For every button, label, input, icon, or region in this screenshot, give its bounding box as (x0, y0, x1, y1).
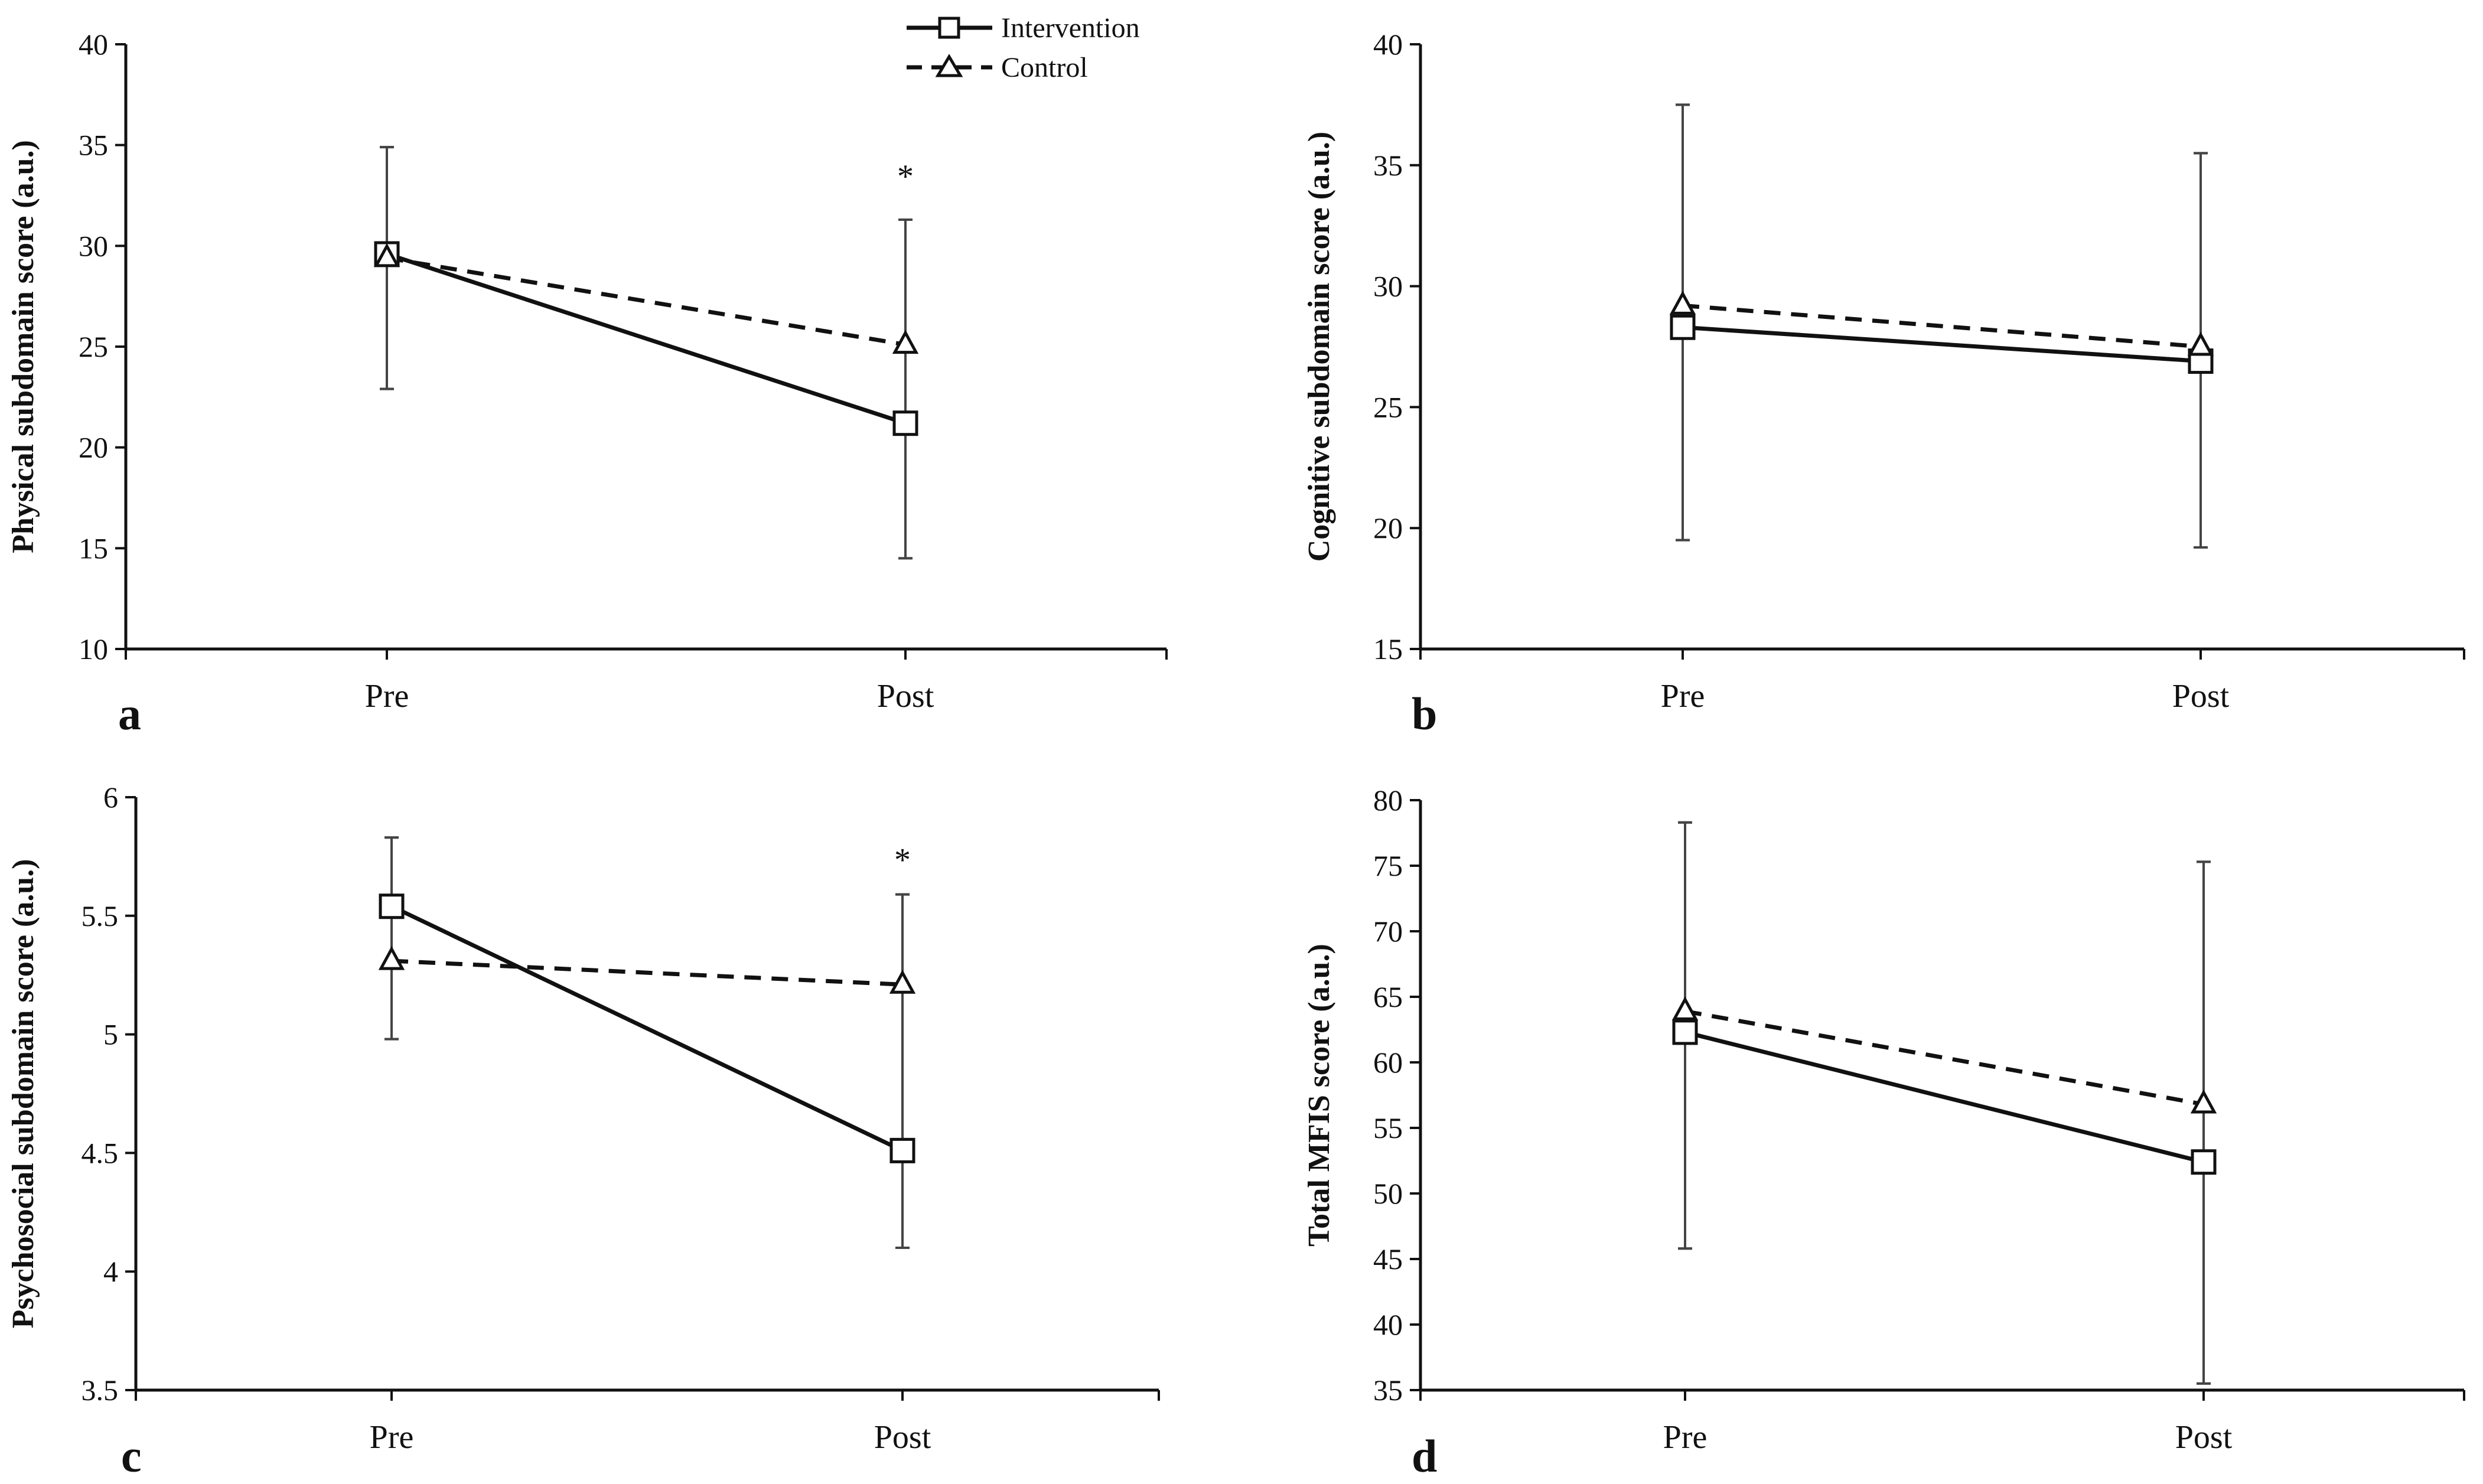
x-tick-label-post: Post (877, 678, 934, 715)
y-axis-label: Psychosocial subdomain score (a.u.) (6, 859, 40, 1329)
y-tick-label: 40 (1373, 28, 1403, 61)
y-tick-label: 60 (1373, 1046, 1403, 1079)
legend-intervention-marker (938, 17, 960, 39)
series-line-intervention (1682, 325, 2201, 364)
legend: Intervention Control (907, 12, 1140, 83)
marker-control-post (892, 330, 919, 354)
y-tick-label: 15 (1373, 632, 1403, 666)
y-tick-label: 30 (1373, 270, 1403, 303)
y-tick-label: 5.5 (82, 899, 119, 932)
y-tick-label: 6 (103, 781, 118, 814)
panels: 10 15 20 25 30 35 40 Pre Post Physical subdomain … (6, 28, 2465, 1482)
x-tick-label-pre: Pre (1661, 678, 1705, 715)
y-tick-label: 40 (79, 28, 108, 61)
marker-intervention-post (2191, 1149, 2217, 1175)
y-tick-label: 35 (1373, 149, 1403, 182)
marker-control-post (2187, 331, 2214, 356)
series-line-control (1684, 1009, 2204, 1107)
legend-intervention-label: Intervention (1001, 12, 1140, 44)
marker-control-pre (373, 243, 400, 268)
y-tick-label: 4.5 (82, 1136, 119, 1169)
y-tick-label: 15 (79, 531, 108, 565)
x-tick-label-pre: Pre (365, 678, 409, 715)
y-tick-label: 35 (1373, 1374, 1403, 1407)
panel-b: 15 20 25 30 35 40 Pre Post Cognitive subdomain s… (1302, 28, 2465, 739)
y-axis-label: Cognitive subdomain score (a.u.) (1302, 132, 1336, 562)
y-tick-label: 55 (1373, 1111, 1403, 1144)
y-tick-label: 30 (79, 229, 108, 262)
x-tick-label-post: Post (874, 1419, 931, 1456)
y-tick-label: 20 (79, 431, 108, 464)
y-tick-label: 25 (79, 330, 108, 363)
marker-intervention-pre (1670, 314, 1696, 340)
legend-control-label: Control (1001, 52, 1088, 83)
series-line-intervention (1684, 1030, 2204, 1165)
panel-label: c (121, 1430, 142, 1482)
series-line-control (386, 256, 906, 347)
y-tick-label: 25 (1373, 390, 1403, 423)
marker-intervention-post (889, 1137, 915, 1163)
y-axis-label: Total MFIS score (a.u.) (1302, 944, 1336, 1247)
y-tick-label: 80 (1373, 784, 1403, 817)
y-tick-label: 65 (1373, 980, 1403, 1013)
y-tick-label: 4 (103, 1255, 118, 1288)
y-tick-label: 50 (1373, 1177, 1403, 1210)
panel-a: 10 15 20 25 30 35 40 Pre Post Physical subdomain … (6, 28, 1168, 739)
y-tick-label: 20 (1373, 511, 1403, 544)
marker-control-post (2190, 1089, 2217, 1114)
series-line-intervention (390, 904, 904, 1153)
marker-control-post (889, 970, 916, 994)
panel-c: 3.5 4 4.5 5 5.5 6 Pre Post Psychosocial subdomai… (6, 781, 1160, 1482)
marker-intervention-post (892, 410, 918, 436)
marker-control-pre (378, 945, 405, 970)
series-line-intervention (386, 252, 907, 426)
x-tick-label-pre: Pre (1663, 1419, 1708, 1456)
y-tick-label: 75 (1373, 849, 1403, 882)
x-tick-label-post: Post (2175, 1419, 2233, 1456)
y-axis-label: Physical subdomain score (a.u.) (6, 140, 40, 553)
panel-d: 35 40 45 50 55 60 65 70 75 80 Pre Post Total MFIS sc… (1302, 784, 2465, 1482)
panel-label: d (1412, 1430, 1437, 1482)
x-tick-label-pre: Pre (370, 1419, 414, 1456)
series-line-control (1682, 303, 2201, 349)
y-tick-label: 40 (1373, 1308, 1403, 1341)
panel-label: a (118, 688, 141, 739)
y-tick-label: 10 (79, 632, 108, 666)
legend-control-marker (935, 54, 963, 77)
y-tick-label: 35 (79, 129, 108, 162)
marker-control-pre (1671, 996, 1699, 1020)
y-tick-label: 70 (1373, 915, 1403, 948)
panel-label: b (1412, 688, 1437, 739)
y-tick-label: 3.5 (82, 1374, 119, 1407)
significance-marker: * (894, 842, 911, 878)
x-tick-label-post: Post (2172, 678, 2230, 715)
marker-control-pre (1669, 291, 1696, 315)
significance-marker: * (897, 158, 914, 195)
series-line-control (391, 958, 903, 987)
marker-intervention-pre (1672, 1019, 1698, 1045)
y-tick-label: 5 (103, 1018, 118, 1051)
marker-intervention-pre (379, 893, 405, 919)
y-tick-label: 45 (1373, 1242, 1403, 1276)
